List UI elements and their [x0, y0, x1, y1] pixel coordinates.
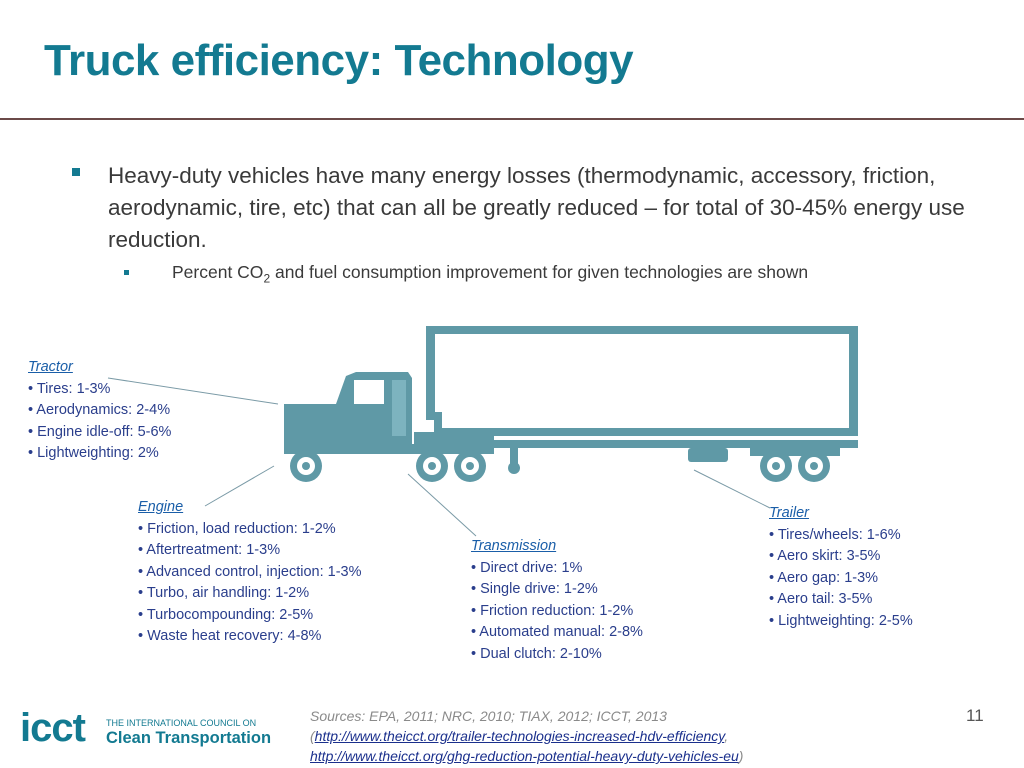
trailer-item: • Aero tail: 3-5% [769, 591, 873, 607]
transmission-heading: Transmission [471, 538, 557, 554]
trailer-callout: Trailer • Tires/wheels: 1-6% • Aero skir… [769, 503, 913, 632]
logo-wordmark: icct [20, 706, 86, 750]
engine-callout: Engine • Friction, load reduction: 1-2% … [138, 497, 362, 648]
transmission-item: • Direct drive: 1% [471, 559, 583, 576]
engine-item: • Turbocompounding: 2-5% [138, 606, 314, 623]
engine-heading: Engine [138, 499, 184, 515]
cab-door [392, 380, 406, 436]
main-bullet-text: Heavy-duty vehicles have many energy los… [108, 163, 965, 252]
transmission-callout: Transmission • Direct drive: 1% • Single… [471, 536, 643, 665]
engine-item: • Turbo, air handling: 1-2% [138, 585, 310, 601]
tractor-item: • Engine idle-off: 5-6% [28, 423, 172, 440]
cab-window [354, 380, 384, 404]
trailer-item: • Aero skirt: 3-5% [769, 548, 881, 564]
engine-item: • Waste heat recovery: 4-8% [138, 628, 322, 644]
trailer-leader-line [693, 469, 771, 509]
trailer-item: • Aero gap: 1-3% [769, 569, 879, 586]
tractor-item: • Aerodynamics: 2-4% [28, 402, 171, 418]
slide-title: Truck efficiency: Technology [44, 36, 634, 85]
tractor-item: • Lightweighting: 2% [28, 445, 159, 461]
trailer-heading: Trailer [769, 505, 810, 521]
transmission-item: • Single drive: 1-2% [471, 581, 598, 597]
trailer-item: • Lightweighting: 2-5% [769, 612, 913, 629]
sub-bullet-pre: Percent CO [172, 262, 264, 282]
sources-line: Sources: EPA, 2011; NRC, 2010; TIAX, 201… [310, 708, 667, 724]
tractor-callout: Tractor • Tires: 1-3% • Aerodynamics: 2-… [28, 357, 171, 465]
comma: , [724, 728, 729, 744]
page-number: 11 [966, 706, 984, 725]
sub-bullet-square-icon [124, 270, 129, 275]
transmission-item: • Friction reduction: 1-2% [471, 602, 634, 619]
landing-gear-foot [508, 462, 520, 474]
fifth-wheel [414, 432, 494, 442]
wheels [290, 450, 830, 482]
sources-link-line-1: (http://www.theicct.org/trailer-technolo… [310, 726, 743, 746]
paren-close: ) [738, 748, 744, 764]
trailer-rail [414, 440, 858, 448]
engine-item: • Advanced control, injection: 1-3% [138, 563, 362, 580]
engine-item: • Aftertreatment: 1-3% [138, 542, 281, 558]
tractor-frame [284, 444, 494, 454]
transmission-item: • Dual clutch: 2-10% [471, 645, 602, 662]
icct-logo: icct THE INTERNATIONAL COUNCIL ON Clean … [20, 706, 271, 750]
trailer-box [426, 326, 858, 436]
co2-subscript: 2 [263, 271, 271, 286]
sources-citation: Sources: EPA, 2011; NRC, 2010; TIAX, 201… [310, 706, 743, 766]
paren-open: ( [310, 728, 315, 744]
engine-leader-line [204, 465, 275, 507]
sub-bullet-post: and fuel consumption improvement for giv… [270, 262, 809, 282]
trailer-item: • Tires/wheels: 1-6% [769, 526, 901, 543]
logo-tagline-small: THE INTERNATIONAL COUNCIL ON [106, 718, 257, 728]
tractor-item: • Tires: 1-3% [28, 380, 111, 397]
landing-gear [510, 448, 518, 466]
bullet-square-icon [72, 168, 80, 176]
sources-link-line-2: http://www.theicct.org/ghg-reduction-pot… [310, 746, 743, 766]
tractor-hood [284, 404, 346, 444]
tractor-heading: Tractor [28, 359, 73, 375]
transmission-leader-line [407, 473, 477, 537]
title-divider [0, 118, 1024, 120]
trailer-skirt-block [688, 448, 728, 462]
source-link-trailer[interactable]: http://www.theicct.org/trailer-technolog… [314, 728, 725, 744]
tractor-leader-line [107, 377, 279, 405]
truck-illustration [107, 326, 858, 537]
engine-item: • Friction, load reduction: 1-2% [138, 520, 336, 537]
logo-tagline-big: Clean Transportation [106, 729, 272, 747]
source-link-ghg[interactable]: http://www.theicct.org/ghg-reduction-pot… [310, 748, 739, 764]
trailer-bogie [750, 448, 840, 456]
transmission-item: • Automated manual: 2-8% [471, 624, 643, 640]
sub-bullet-text: Percent CO2 and fuel consumption improve… [172, 262, 808, 286]
